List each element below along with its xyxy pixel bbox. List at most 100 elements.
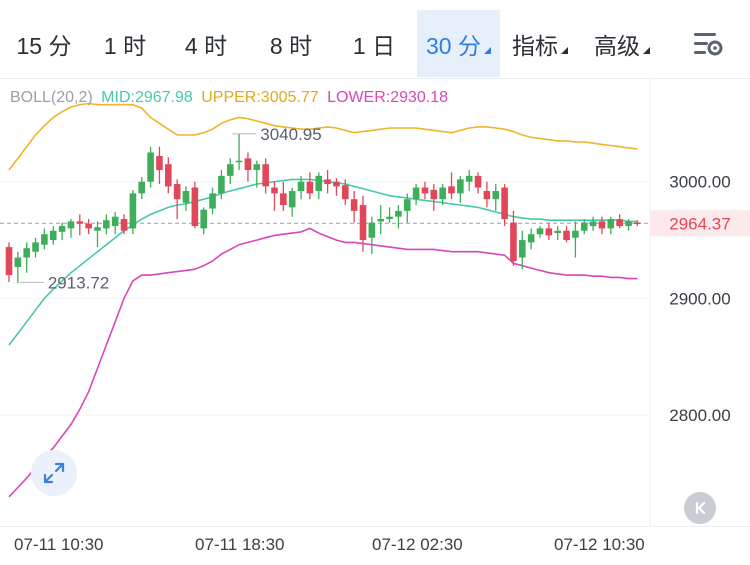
candle-body <box>527 234 535 243</box>
candle-body <box>103 220 110 229</box>
candle-body <box>572 230 579 238</box>
tab-1h[interactable]: 1 时 <box>88 10 162 77</box>
indicators-menu[interactable]: 指标 <box>500 10 580 77</box>
candle-body <box>138 181 146 194</box>
extreme-price-label: 3040.95 <box>260 125 321 144</box>
scroll-to-start-button[interactable] <box>684 492 716 524</box>
candle-body <box>430 189 438 200</box>
candle-body <box>368 222 376 238</box>
candle-body <box>598 221 606 229</box>
candle-body <box>421 187 429 194</box>
candle-body <box>67 221 75 229</box>
chart-settings-icon[interactable] <box>692 30 724 58</box>
candle-body <box>377 219 384 222</box>
candle-body <box>147 152 154 182</box>
candle-body <box>85 223 92 229</box>
candle-body <box>625 221 632 227</box>
legend-upper: UPPER:3005.77 <box>201 89 319 106</box>
dropdown-triangle-icon <box>643 47 650 54</box>
collapse-to-start-icon <box>695 501 706 515</box>
candle-body <box>129 193 137 229</box>
candle-body <box>58 226 66 232</box>
tab-label: 1 时 <box>103 32 147 59</box>
candle-body <box>457 179 464 194</box>
candle-body <box>342 185 349 200</box>
candle-body <box>235 160 243 163</box>
tab-label: 指标 <box>512 32 558 59</box>
candle-body <box>580 222 588 231</box>
candle-body <box>32 242 39 252</box>
y-tick-label: 2800.00 <box>669 406 730 425</box>
candle-body <box>324 179 331 185</box>
candle-body <box>634 222 641 225</box>
candle-body <box>350 199 358 211</box>
legend-lower: LOWER:2930.18 <box>327 89 449 106</box>
legend-boll-name: BOLL(20,2) <box>10 89 93 106</box>
tab-label: 15 分 <box>16 32 72 59</box>
candle-body <box>448 186 455 194</box>
x-tick-label: 07-11 18:30 <box>195 535 285 554</box>
candle-body <box>182 191 190 203</box>
candle-body <box>483 191 491 200</box>
candle-body <box>474 175 482 188</box>
candle-body <box>333 181 340 187</box>
tab-label: 1 日 <box>352 32 396 59</box>
candle-body <box>111 216 119 227</box>
candle-body <box>191 187 199 227</box>
candle-body <box>315 175 323 192</box>
candle-body <box>439 187 446 200</box>
candle-body <box>200 209 207 229</box>
candle-body <box>297 181 305 192</box>
candle-body <box>359 205 367 241</box>
candle-body <box>41 234 48 245</box>
candle-body <box>519 240 526 258</box>
time-axis: 07-11 10:30 07-11 18:30 07-12 02:30 07-1… <box>0 526 750 565</box>
price-chart[interactable]: 3000.00 2900.00 2800.00 2964.37 3040.95 2913.… <box>0 79 750 526</box>
advanced-menu[interactable]: 高级 <box>580 10 664 77</box>
x-tick-label: 07-12 02:30 <box>372 535 463 554</box>
dropdown-triangle-icon <box>561 47 568 54</box>
candle-body <box>94 227 101 231</box>
candle-body <box>501 187 508 220</box>
dropdown-triangle-icon <box>483 47 491 54</box>
candle-body <box>271 187 278 194</box>
legend-mid: MID:2967.98 <box>101 89 193 106</box>
x-tick-label: 07-11 10:30 <box>14 535 104 554</box>
expand-arrows-icon <box>43 462 65 484</box>
boll-mid-line <box>8 178 638 346</box>
candle-body <box>554 230 561 234</box>
extreme-price-label: 2913.72 <box>48 273 109 292</box>
candle-body <box>76 221 84 224</box>
candle-body <box>262 164 269 187</box>
candle-body <box>209 193 216 209</box>
tab-8h[interactable]: 8 时 <box>250 10 332 77</box>
candle-body <box>280 193 287 206</box>
boll-lower-line <box>8 227 638 498</box>
tab-4h[interactable]: 4 时 <box>162 10 250 77</box>
candle-body <box>244 158 252 171</box>
fullscreen-button[interactable] <box>31 450 77 496</box>
candle-body <box>536 228 544 235</box>
current-price-tag-bg <box>650 210 750 237</box>
tab-1d[interactable]: 1 日 <box>332 10 416 77</box>
candle-body <box>49 230 57 241</box>
y-tick-label: 2900.00 <box>669 289 730 308</box>
candle-body <box>563 230 570 241</box>
candle-body <box>288 191 296 208</box>
candle-body <box>465 175 473 182</box>
candle-body <box>306 181 314 194</box>
candle-body <box>218 175 225 194</box>
candle-body <box>589 221 597 227</box>
tab-label: 30 分 <box>426 32 481 59</box>
candle-body <box>165 164 172 187</box>
tab-15m[interactable]: 15 分 <box>0 10 88 77</box>
timeframe-tab-bar: 15 分 1 时 4 时 8 时 1 日 30 分 指标 高级 <box>0 0 750 79</box>
candle-body <box>395 210 402 217</box>
boll-legend: BOLL(20,2) MID:2967.98 UPPER:3005.77 LOW… <box>10 89 452 107</box>
candle-body <box>23 248 30 258</box>
candle-body <box>492 191 500 200</box>
tab-30m[interactable]: 30 分 <box>417 10 500 77</box>
candle-body <box>616 219 623 227</box>
candle-body <box>5 247 13 276</box>
candle-body <box>412 187 420 200</box>
